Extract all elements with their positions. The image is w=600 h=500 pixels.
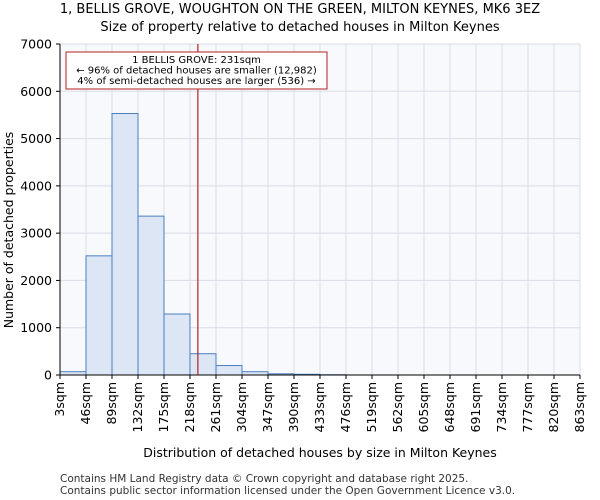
x-tick-label: 476sqm <box>338 382 353 432</box>
histogram-bar <box>111 113 139 376</box>
marker-layer: 1 BELLIS GROVE: 231sqm← 96% of detached … <box>65 44 328 375</box>
annotation-line: ← 96% of detached houses are smaller (12… <box>76 66 317 77</box>
x-tick-label: 519sqm <box>364 382 379 432</box>
histogram-bar <box>189 353 217 376</box>
x-tick-label: 46sqm <box>78 382 93 425</box>
histogram-bar <box>215 365 243 376</box>
x-axis-title: Distribution of detached houses by size … <box>143 445 497 460</box>
histogram-bar <box>163 313 191 376</box>
y-axis-title: Number of detached properties <box>1 132 16 329</box>
x-tick-label: 691sqm <box>468 382 483 432</box>
annotation-line: 1 BELLIS GROVE: 231sqm <box>132 55 261 66</box>
x-tick-label: 734sqm <box>494 382 509 432</box>
x-tick-label: 304sqm <box>234 382 249 432</box>
y-tick-label: 5000 <box>20 131 52 146</box>
x-tick-label: 820sqm <box>546 382 561 432</box>
y-tick-label: 6000 <box>20 84 52 99</box>
y-tick-label: 3000 <box>20 226 52 241</box>
x-tick-label: 390sqm <box>286 382 301 432</box>
x-tick-label: 89sqm <box>104 382 119 425</box>
histogram-bar <box>137 215 165 376</box>
annotation-box <box>65 51 328 90</box>
x-tick-label: 605sqm <box>416 382 431 432</box>
chart-title: 1, BELLIS GROVE, WOUGHTON ON THE GREEN, … <box>59 2 541 17</box>
y-tick-label: 7000 <box>20 37 52 52</box>
y-tick-label: 0 <box>44 368 52 383</box>
x-tick-label: 562sqm <box>390 382 405 432</box>
x-tick-label: 433sqm <box>312 382 327 432</box>
y-tick-label: 4000 <box>20 178 52 193</box>
bar-layer <box>59 113 347 376</box>
histogram-bar <box>85 255 113 376</box>
x-tick-label: 132sqm <box>130 382 145 432</box>
chart-subtitle: Size of property relative to detached ho… <box>100 20 500 35</box>
x-tick-label: 3sqm <box>52 382 67 417</box>
x-tick-label: 347sqm <box>260 382 275 432</box>
y-tick-label: 1000 <box>20 320 52 335</box>
x-tick-label: 777sqm <box>520 382 535 432</box>
annotation-line: 4% of semi-detached houses are larger (5… <box>77 76 315 87</box>
x-tick-label: 863sqm <box>572 382 587 432</box>
x-tick-label: 648sqm <box>442 382 457 432</box>
y-tick-label: 2000 <box>20 273 52 288</box>
x-tick-label: 175sqm <box>156 382 171 432</box>
footer-licence: Contains public sector information licen… <box>60 485 516 497</box>
axis-layer: 0 1000 2000 3000 4000 5000 6000 7000 3sqm 46sqm 89… <box>20 37 587 433</box>
footer-copyright: Contains HM Land Registry data © Crown c… <box>60 473 469 485</box>
x-tick-label: 261sqm <box>208 382 223 432</box>
x-tick-label: 218sqm <box>182 382 197 432</box>
